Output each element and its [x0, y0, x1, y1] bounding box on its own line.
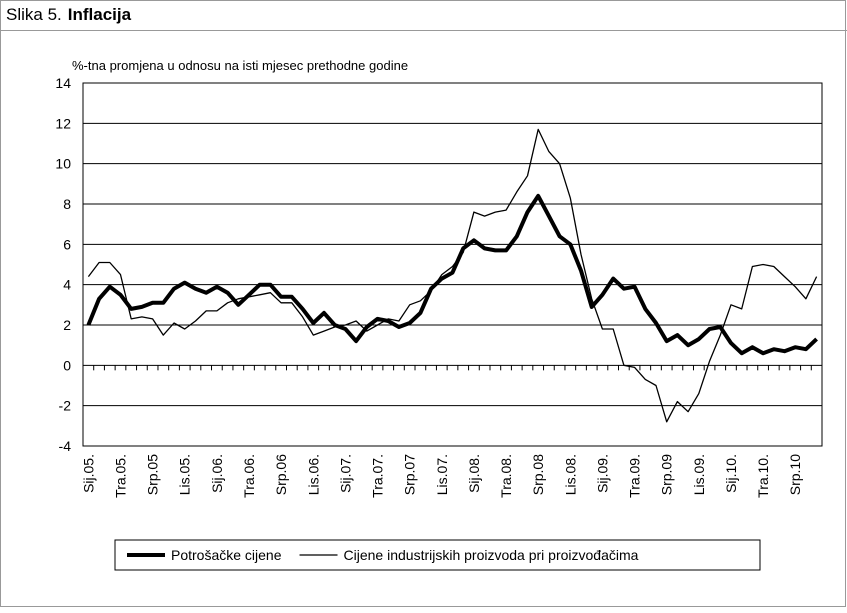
figure-label: Slika 5.: [6, 5, 62, 24]
y-tick-label: -2: [59, 398, 72, 414]
x-tick-label: Lis.08.: [562, 454, 578, 495]
x-tick-label: Tra.10.: [755, 454, 771, 498]
x-tick-label: Srp.07: [402, 454, 418, 495]
x-tick-label: Tra.05.: [112, 454, 128, 498]
x-tick-label: Srp.09: [659, 454, 675, 495]
legend-label: Cijene industrijskih proizvoda pri proiz…: [344, 547, 639, 563]
title-text: Slika 5. Inflacija: [6, 5, 132, 24]
x-tick-label: Srp.06: [273, 454, 289, 495]
chart-title: Inflacija: [68, 5, 132, 24]
x-tick-label: Sij.05.: [80, 454, 96, 493]
y-tick-label: 10: [55, 156, 71, 172]
x-tick-label: Srp.10: [787, 454, 803, 495]
x-tick-label: Tra.09.: [627, 454, 643, 498]
x-tick-label: Sij.09.: [594, 454, 610, 493]
y-tick-label: 0: [63, 357, 71, 373]
x-tick-label: Sij.06.: [209, 454, 225, 493]
y-tick-label: 4: [63, 277, 71, 293]
y-tick-label: 8: [63, 196, 71, 212]
x-tick-label: Sij.08.: [466, 454, 482, 493]
x-tick-label: Lis.05.: [177, 454, 193, 495]
legend-label: Potrošačke cijene: [171, 547, 282, 563]
x-tick-label: Sij.10.: [723, 454, 739, 493]
x-tick-label: Lis.06.: [305, 454, 321, 495]
y-tick-label: 14: [55, 75, 71, 91]
plot-border: [82, 82, 823, 447]
legend-box: [114, 539, 761, 571]
y-tick-label: -4: [59, 438, 72, 454]
y-axis-label: %-tna promjena u odnosu na isti mjesec p…: [72, 58, 408, 73]
x-tick-label: Tra.08.: [498, 454, 514, 498]
x-tick-label: Srp.05: [145, 454, 161, 495]
x-tick-label: Tra.07.: [370, 454, 386, 498]
y-tick-label: 2: [63, 317, 71, 333]
x-tick-label: Lis.07.: [434, 454, 450, 495]
y-tick-label: 6: [63, 236, 71, 252]
legend: Potrošačke cijene Cijene industrijskih pr…: [127, 547, 639, 563]
y-tick-label: 12: [55, 115, 71, 131]
series-line: [86, 193, 818, 356]
x-tick-label: Sij.07.: [337, 454, 353, 493]
x-tick-label: Lis.09.: [691, 454, 707, 495]
x-tick-label: Srp.08: [530, 454, 546, 495]
x-tick-label: Tra.06.: [241, 454, 257, 498]
series-line: [87, 128, 818, 423]
